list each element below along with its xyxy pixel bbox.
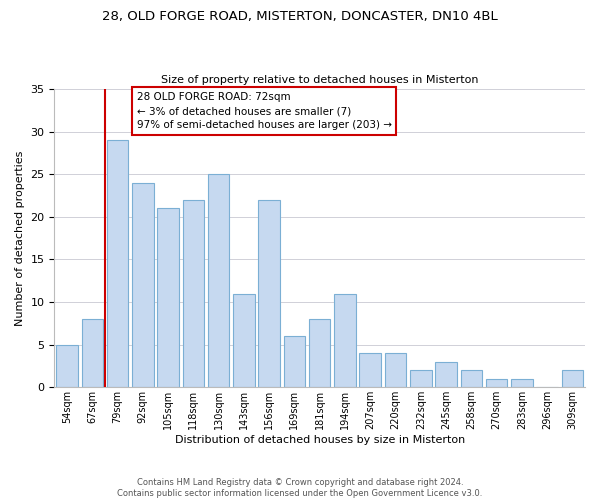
Text: Contains HM Land Registry data © Crown copyright and database right 2024.
Contai: Contains HM Land Registry data © Crown c… <box>118 478 482 498</box>
Bar <box>107 140 128 388</box>
Bar <box>233 294 254 388</box>
Bar <box>309 319 331 388</box>
Bar <box>259 200 280 388</box>
Y-axis label: Number of detached properties: Number of detached properties <box>15 150 25 326</box>
Title: Size of property relative to detached houses in Misterton: Size of property relative to detached ho… <box>161 76 478 86</box>
Bar <box>410 370 431 388</box>
Bar <box>359 353 381 388</box>
Bar <box>56 344 78 388</box>
Bar <box>182 200 204 388</box>
Bar <box>385 353 406 388</box>
Bar <box>334 294 356 388</box>
Bar <box>132 183 154 388</box>
Bar <box>486 379 508 388</box>
Text: 28 OLD FORGE ROAD: 72sqm
← 3% of detached houses are smaller (7)
97% of semi-det: 28 OLD FORGE ROAD: 72sqm ← 3% of detache… <box>137 92 392 130</box>
Text: 28, OLD FORGE ROAD, MISTERTON, DONCASTER, DN10 4BL: 28, OLD FORGE ROAD, MISTERTON, DONCASTER… <box>102 10 498 23</box>
Bar <box>435 362 457 388</box>
Bar <box>562 370 583 388</box>
Bar <box>82 319 103 388</box>
Bar <box>157 208 179 388</box>
Bar <box>461 370 482 388</box>
Bar <box>284 336 305 388</box>
Bar <box>511 379 533 388</box>
X-axis label: Distribution of detached houses by size in Misterton: Distribution of detached houses by size … <box>175 435 465 445</box>
Bar <box>208 174 229 388</box>
